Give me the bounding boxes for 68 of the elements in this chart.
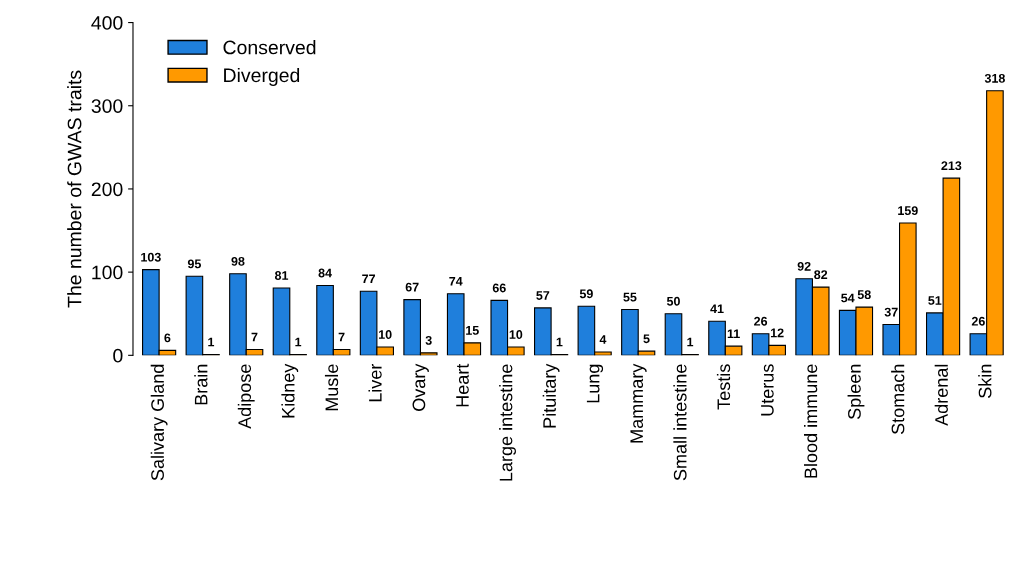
data-label: 84 xyxy=(318,268,332,278)
y-tick-label: 300 xyxy=(91,99,123,113)
data-label: 26 xyxy=(971,316,985,326)
x-tick-label: Skin xyxy=(978,364,992,398)
data-label: 3 xyxy=(425,335,432,345)
x-tick-label: Large intestine xyxy=(499,364,516,481)
x-tick-label: Mammary xyxy=(630,363,647,443)
data-label: 95 xyxy=(187,259,201,269)
data-label: 103 xyxy=(141,252,161,262)
x-tick-label: Musle xyxy=(324,364,339,411)
data-label: 11 xyxy=(727,329,740,339)
data-label: 59 xyxy=(579,289,593,299)
data-label: 1 xyxy=(208,337,215,347)
data-label: 41 xyxy=(710,304,724,314)
data-label: 1 xyxy=(295,337,302,347)
data-label: 77 xyxy=(362,274,376,284)
data-label: 26 xyxy=(754,316,768,326)
data-label: 12 xyxy=(770,328,784,338)
data-label: 74 xyxy=(449,277,463,286)
data-label: 1 xyxy=(556,337,563,347)
y-tick-label: 100 xyxy=(92,265,123,280)
data-label: 7 xyxy=(251,332,258,342)
data-label: 50 xyxy=(666,296,680,306)
data-label: 5 xyxy=(643,334,650,344)
data-label: 51 xyxy=(928,296,942,305)
x-tick-label: Uterus xyxy=(761,364,774,416)
y-tick-label: 0 xyxy=(113,348,123,363)
data-label: 159 xyxy=(898,206,918,216)
data-label: 55 xyxy=(623,292,637,302)
data-label: 37 xyxy=(884,307,898,317)
data-label: 4 xyxy=(599,335,607,344)
data-label: 66 xyxy=(492,283,506,293)
x-tick-label: Spleen xyxy=(847,364,865,420)
x-tick-label: Kidney xyxy=(281,363,299,418)
data-label: 98 xyxy=(231,256,245,266)
x-tick-label: Ovary xyxy=(412,363,429,411)
data-label: 15 xyxy=(466,326,479,335)
y-tick-label: 400 xyxy=(91,16,123,30)
legend-label: Conserved xyxy=(223,40,316,55)
x-tick-label: Small intestine xyxy=(673,364,687,481)
data-label: 7 xyxy=(338,332,345,342)
data-label: 10 xyxy=(509,330,523,339)
x-tick-label: Lung xyxy=(586,364,604,403)
data-label: 10 xyxy=(379,330,392,339)
data-label: 81 xyxy=(274,271,289,280)
x-tick-label: Adipose xyxy=(237,364,255,429)
x-tick-label: Brain xyxy=(194,364,208,405)
x-tick-label: Heart xyxy=(456,363,469,407)
y-axis-title: The number of GWAS traits xyxy=(67,70,82,308)
legend-label: Diverged xyxy=(224,67,300,87)
x-tick-label: Testis xyxy=(716,364,731,410)
x-tick-label: Stomach xyxy=(891,364,905,435)
data-label: 213 xyxy=(941,161,962,171)
data-label: 318 xyxy=(984,73,1005,83)
data-label: 82 xyxy=(814,270,828,280)
x-tick-label: Salivary Gland xyxy=(150,364,168,481)
data-label: 1 xyxy=(687,337,694,347)
data-label: 57 xyxy=(536,291,550,300)
data-label: 58 xyxy=(857,290,871,300)
x-tick-label: Adrenal xyxy=(934,364,948,426)
data-label: 6 xyxy=(164,333,171,343)
data-label: 54 xyxy=(841,293,855,303)
data-label: 92 xyxy=(797,261,811,271)
x-tick-label: Blood immune xyxy=(804,364,818,478)
x-tick-label: Pituitary xyxy=(542,363,560,428)
x-tick-label: Liver xyxy=(368,363,382,402)
data-label: 67 xyxy=(405,282,419,292)
y-tick-label: 200 xyxy=(91,182,123,197)
